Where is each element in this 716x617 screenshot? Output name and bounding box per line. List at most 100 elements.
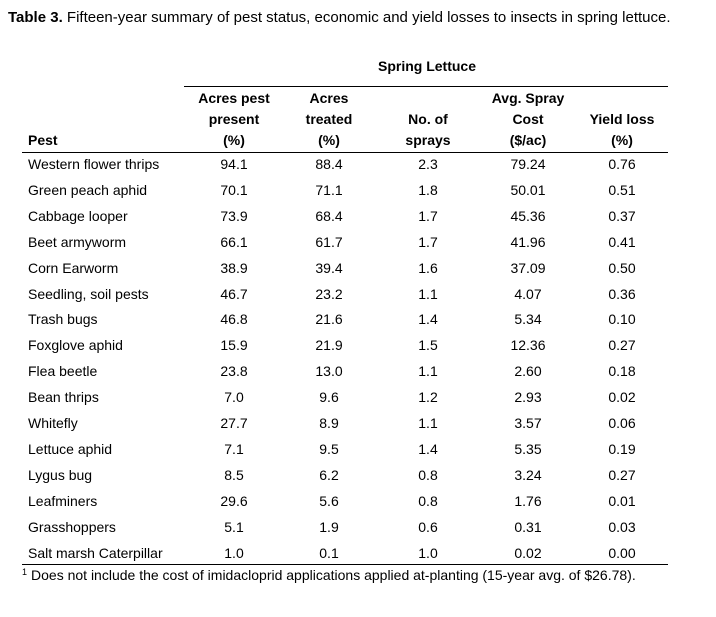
value-cell: 1.4 bbox=[418, 440, 438, 457]
value-cell: 0.8 bbox=[418, 466, 438, 483]
value-cell: 41.96 bbox=[510, 233, 546, 250]
value-cell: 9.6 bbox=[319, 389, 339, 406]
value-cell: 12.36 bbox=[510, 337, 546, 354]
pest-name-cell: Salt marsh Caterpillar bbox=[28, 544, 163, 561]
column-header-line: (%) bbox=[223, 132, 245, 148]
table-row: Seedling, soil pests 46.7 23.2 1.1 4.07 0.36 bbox=[0, 281, 716, 307]
value-cell: 1.7 bbox=[418, 233, 438, 250]
column-header-line: Cost bbox=[512, 111, 544, 127]
table-row: Trash bugs 46.8 21.6 1.4 5.34 0.10 bbox=[0, 306, 716, 332]
value-cell: 1.2 bbox=[418, 389, 438, 406]
value-cell: 0.02 bbox=[514, 544, 542, 561]
value-cell: 8.5 bbox=[224, 466, 244, 483]
value-cell: 29.6 bbox=[220, 492, 248, 509]
value-cell: 5.1 bbox=[224, 518, 244, 535]
value-cell: 5.34 bbox=[514, 311, 542, 328]
value-cell: 1.7 bbox=[418, 207, 438, 224]
pest-name-cell: Grasshoppers bbox=[28, 518, 116, 535]
column-header-line: sprays bbox=[405, 132, 451, 148]
value-cell: 39.4 bbox=[315, 259, 343, 276]
value-cell: 4.07 bbox=[514, 285, 542, 302]
column-header-line: treated bbox=[305, 111, 353, 127]
value-cell: 1.9 bbox=[319, 518, 339, 535]
table-row: Beet armyworm 66.1 61.7 1.7 41.96 0.41 bbox=[0, 229, 716, 255]
value-cell: 0.50 bbox=[608, 259, 636, 276]
value-cell: 3.57 bbox=[514, 415, 542, 431]
table-row: Bean thrips 7.0 9.6 1.2 2.93 0.02 bbox=[0, 384, 716, 410]
column-header-line: (%) bbox=[611, 132, 633, 148]
value-cell: 0.06 bbox=[608, 415, 636, 431]
value-cell: 21.9 bbox=[315, 337, 343, 354]
value-cell: 1.1 bbox=[418, 415, 438, 431]
table-row: Whitefly 27.7 8.9 1.1 3.57 0.06 bbox=[0, 410, 716, 436]
column-header-line: No. of bbox=[408, 111, 448, 127]
value-cell: 2.3 bbox=[418, 156, 438, 172]
table-row: Green peach aphid 70.1 71.1 1.8 50.01 0.51 bbox=[0, 177, 716, 203]
value-cell: 8.9 bbox=[319, 415, 339, 431]
value-cell: 46.7 bbox=[220, 285, 248, 302]
value-cell: 88.4 bbox=[315, 156, 343, 172]
table-row: Lygus bug 8.5 6.2 0.8 3.24 0.27 bbox=[0, 462, 716, 488]
table-row: Leafminers 29.6 5.6 0.8 1.76 0.01 bbox=[0, 488, 716, 514]
value-cell: 0.27 bbox=[608, 466, 636, 483]
value-cell: 0.18 bbox=[608, 363, 636, 380]
column-header: Yield loss (%) bbox=[577, 109, 667, 151]
table-row: Western flower thrips 94.1 88.4 2.3 79.24 0.7… bbox=[0, 151, 716, 177]
pest-name-cell: Western flower thrips bbox=[28, 156, 160, 172]
value-cell: 15.9 bbox=[220, 337, 248, 354]
value-cell: 7.1 bbox=[224, 440, 244, 457]
column-header: No. of sprays bbox=[383, 109, 473, 151]
value-cell: 2.60 bbox=[514, 363, 542, 380]
footnote-text: Does not include the cost of imidaclopri… bbox=[31, 567, 636, 583]
value-cell: 1.76 bbox=[514, 492, 542, 509]
value-cell: 0.37 bbox=[608, 207, 636, 224]
value-cell: 13.0 bbox=[315, 363, 343, 380]
value-cell: 61.7 bbox=[315, 233, 343, 250]
table-row: Salt marsh Caterpillar 1.0 0.1 1.0 0.02 0.00 bbox=[0, 540, 716, 566]
footnote: 1 Does not include the cost of imidaclopr… bbox=[22, 567, 636, 583]
value-cell: 79.24 bbox=[510, 156, 546, 172]
value-cell: 0.03 bbox=[608, 518, 636, 535]
column-header: Acres pest present (%) bbox=[179, 88, 289, 151]
column-header-line: present bbox=[208, 111, 260, 127]
table-caption: Table 3. Fifteen-year summary of pest st… bbox=[8, 9, 671, 26]
value-cell: 68.4 bbox=[315, 207, 343, 224]
pest-name-cell: Bean thrips bbox=[28, 389, 99, 406]
value-cell: 1.0 bbox=[224, 544, 244, 561]
pest-name-cell: Leafminers bbox=[28, 492, 98, 509]
value-cell: 0.27 bbox=[608, 337, 636, 354]
group-header: Spring Lettuce bbox=[377, 58, 476, 74]
pest-name-cell: Foxglove aphid bbox=[28, 337, 123, 354]
value-cell: 37.09 bbox=[510, 259, 546, 276]
value-cell: 6.2 bbox=[319, 466, 339, 483]
value-cell: 1.1 bbox=[418, 363, 438, 380]
value-cell: 0.10 bbox=[608, 311, 636, 328]
pest-name-cell: Cabbage looper bbox=[28, 207, 128, 224]
value-cell: 0.00 bbox=[608, 544, 636, 561]
value-cell: 38.9 bbox=[220, 259, 248, 276]
group-header-rule bbox=[184, 86, 668, 87]
value-cell: 5.35 bbox=[514, 440, 542, 457]
column-header-line: (%) bbox=[318, 132, 340, 148]
pest-name-cell: Corn Earworm bbox=[28, 259, 119, 276]
caption-label: Table 3. bbox=[8, 9, 63, 26]
value-cell: 45.36 bbox=[510, 207, 546, 224]
column-header-line: Acres pest bbox=[198, 90, 270, 106]
value-cell: 21.6 bbox=[315, 311, 343, 328]
value-cell: 73.9 bbox=[220, 207, 248, 224]
value-cell: 1.6 bbox=[418, 259, 438, 276]
value-cell: 7.0 bbox=[224, 389, 244, 406]
pest-name-cell: Lettuce aphid bbox=[28, 440, 113, 457]
pest-name-cell: Beet armyworm bbox=[28, 233, 127, 250]
footnote-marker: 1 bbox=[22, 567, 28, 577]
value-cell: 1.0 bbox=[418, 544, 438, 561]
value-cell: 1.4 bbox=[418, 311, 438, 328]
column-header: Acres treated (%) bbox=[284, 88, 374, 151]
value-cell: 70.1 bbox=[220, 181, 248, 198]
pest-name-cell: Green peach aphid bbox=[28, 181, 148, 198]
value-cell: 0.8 bbox=[418, 492, 438, 509]
pest-name-cell: Seedling, soil pests bbox=[28, 285, 149, 302]
value-cell: 0.1 bbox=[319, 544, 339, 561]
value-cell: 2.93 bbox=[514, 389, 542, 406]
value-cell: 94.1 bbox=[220, 156, 248, 172]
